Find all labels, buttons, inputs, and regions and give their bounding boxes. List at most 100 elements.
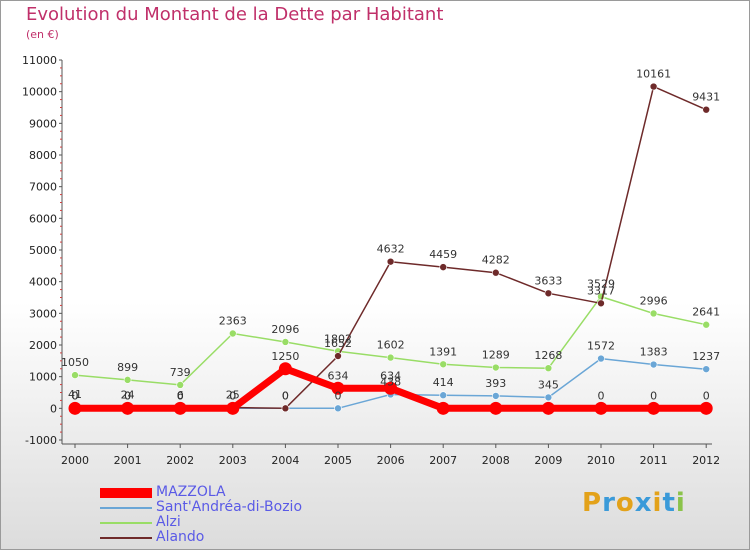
data-point xyxy=(334,352,342,360)
data-label: 1572 xyxy=(587,340,615,353)
data-point xyxy=(702,320,711,329)
data-label: 0 xyxy=(177,389,184,402)
data-point xyxy=(702,365,711,373)
data-label: 1383 xyxy=(640,346,668,359)
proxiti-logo: Proxiti xyxy=(582,488,686,518)
data-label: 393 xyxy=(485,377,506,390)
legend-item: Sant'Andréa-di-Bozio xyxy=(100,499,420,515)
data-label: 4632 xyxy=(377,243,405,256)
x-tick-label: 2011 xyxy=(640,454,668,467)
data-label: 1652 xyxy=(324,337,352,350)
x-tick-label: 2006 xyxy=(377,454,405,467)
data-label: 739 xyxy=(170,366,191,379)
data-label: 2641 xyxy=(692,306,720,319)
chart-axes: -100001000200030004000500060007000800090… xyxy=(22,54,720,467)
data-label: 0 xyxy=(598,389,605,402)
chart-unit: (en €) xyxy=(26,28,59,41)
x-tick-label: 2000 xyxy=(61,454,89,467)
data-point xyxy=(71,371,79,379)
data-label: 2096 xyxy=(271,323,299,336)
data-point xyxy=(491,392,500,400)
data-label: 0 xyxy=(72,389,79,402)
data-label: 0 xyxy=(282,389,289,402)
y-tick-label: -1000 xyxy=(25,434,57,447)
logo-letter: P xyxy=(582,488,603,518)
chart-title: Evolution du Montant de la Dette par Hab… xyxy=(26,4,444,25)
x-tick-label: 2005 xyxy=(324,454,352,467)
y-tick-label: 9000 xyxy=(29,117,57,130)
data-label: 0 xyxy=(124,389,131,402)
data-point xyxy=(281,338,290,346)
data-label: 0 xyxy=(124,389,131,402)
data-label: 25 xyxy=(226,389,240,402)
data-label: 1602 xyxy=(377,339,405,352)
data-label: 3633 xyxy=(534,274,562,287)
y-tick-label: 10000 xyxy=(22,86,57,99)
data-point xyxy=(649,309,658,318)
x-tick-label: 2003 xyxy=(219,454,247,467)
data-point xyxy=(544,289,553,298)
data-point xyxy=(647,401,661,415)
data-point xyxy=(594,401,608,415)
y-tick-label: 4000 xyxy=(29,276,57,289)
y-tick-label: 7000 xyxy=(29,181,57,194)
data-label: 9431 xyxy=(692,91,720,104)
data-label: 414 xyxy=(433,376,454,389)
data-point xyxy=(331,381,345,395)
data-label: 634 xyxy=(328,369,349,382)
legend-item: Alando xyxy=(100,529,420,545)
x-tick-label: 2010 xyxy=(587,454,615,467)
data-point xyxy=(597,299,605,308)
legend-item: MAZZOLA xyxy=(100,484,420,500)
data-label: 438 xyxy=(380,375,401,388)
data-point xyxy=(278,362,292,376)
data-point xyxy=(439,263,448,271)
legend-label: Alzi xyxy=(156,514,181,530)
data-point xyxy=(281,404,290,413)
data-label: 10161 xyxy=(636,68,671,81)
data-point xyxy=(173,401,187,415)
data-point xyxy=(491,268,500,277)
legend-swatch xyxy=(100,507,152,509)
data-label: 1391 xyxy=(429,345,457,358)
data-label: 3529 xyxy=(587,278,615,291)
data-point xyxy=(68,401,82,415)
chart-legend: MAZZOLA Sant'Andréa-di-Bozio Alzi Alando xyxy=(100,484,420,545)
data-point xyxy=(597,354,605,363)
chart-series xyxy=(68,82,713,415)
y-tick-label: 6000 xyxy=(29,212,57,225)
series-mazzola xyxy=(68,362,713,415)
data-label: 0 xyxy=(229,389,236,402)
data-point xyxy=(439,391,448,400)
data-label: 4459 xyxy=(429,248,457,261)
data-label: 24 xyxy=(121,389,135,402)
chart-data-labels: 1050 899 739 2363 2096 1802 1602 1391 1289 1268 35… xyxy=(61,68,720,403)
legend-label: Alando xyxy=(156,529,205,545)
legend-swatch xyxy=(100,537,152,539)
data-point xyxy=(544,393,553,402)
data-label: 1802 xyxy=(324,332,352,345)
data-label: 2363 xyxy=(219,315,247,328)
legend-item: Alzi xyxy=(100,514,420,530)
data-point xyxy=(649,360,658,369)
data-label: 1050 xyxy=(61,356,89,369)
data-point xyxy=(384,381,398,395)
x-tick-label: 2001 xyxy=(114,454,142,467)
legend-swatch xyxy=(100,488,152,498)
data-label: 0 xyxy=(229,389,236,402)
data-label: 345 xyxy=(538,378,559,391)
y-tick-label: 5000 xyxy=(29,244,57,257)
legend-swatch xyxy=(100,522,152,524)
y-tick-label: 1000 xyxy=(29,371,57,384)
data-label: 0 xyxy=(177,389,184,402)
x-tick-label: 2012 xyxy=(692,454,720,467)
x-tick-label: 2009 xyxy=(534,454,562,467)
x-tick-label: 2007 xyxy=(429,454,457,467)
data-point xyxy=(386,257,395,266)
data-point xyxy=(436,401,450,415)
data-label: 0 xyxy=(703,389,710,402)
logo-letter: i xyxy=(675,488,686,518)
legend-label: MAZZOLA xyxy=(156,484,226,500)
data-label: 0 xyxy=(282,389,289,402)
